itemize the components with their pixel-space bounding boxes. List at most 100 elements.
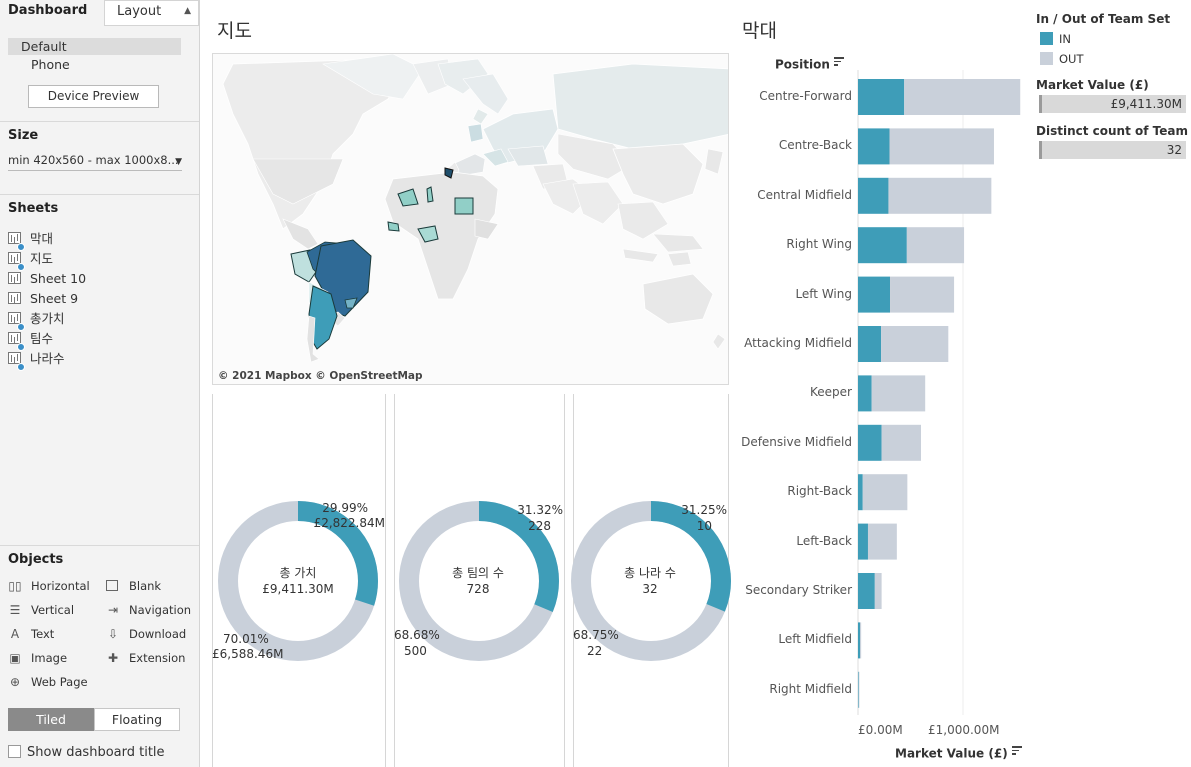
donut-out-pct: 70.01% [223,632,269,646]
sort-icon[interactable] [833,57,844,68]
device-item-default[interactable]: Default [8,38,181,55]
bar-out[interactable] [867,523,897,560]
divider [0,545,199,546]
legend-label-out: OUT [1059,52,1084,66]
donut-center-value: 728 [466,582,490,596]
bar-in[interactable] [858,227,907,264]
category-label[interactable]: Secondary Striker [745,583,852,597]
bar-in[interactable] [858,671,859,708]
donut-in-pct: 31.25% [681,503,727,517]
category-label[interactable]: Attacking Midfield [744,336,852,350]
tiled-button[interactable]: Tiled [8,708,94,731]
navigation-icon: ⇥ [107,603,119,617]
chevron-down-icon: ▼ [175,157,182,167]
object-download[interactable]: ⇩ Download [106,625,186,643]
blank-icon [106,580,118,591]
sheet-item[interactable]: 막대 [8,230,53,251]
sheet-label: 나라수 [30,351,65,366]
bar-out[interactable] [858,671,860,708]
object-navigation[interactable]: ⇥ Navigation [106,601,191,619]
bar-in[interactable] [858,276,891,313]
object-text[interactable]: A Text [8,625,54,643]
bar-in[interactable] [858,573,875,609]
sheet-item[interactable]: Sheet 10 [8,270,86,288]
map-attribution: © 2021 Mapbox © OpenStreetMap [218,370,423,382]
legend-item-out[interactable]: OUT [1040,52,1084,66]
show-dashboard-title-checkbox[interactable]: Show dashboard title [8,744,165,762]
donut-center-value: £9,411.30M [262,582,334,596]
bar-in[interactable] [858,326,882,362]
donut-panel-team-count [394,394,565,767]
horizontal-icon: ▯▯ [8,579,22,593]
bar-out[interactable] [881,326,949,362]
map-title: 지도 [217,20,252,42]
bar-in[interactable] [858,424,882,461]
object-web-page[interactable]: ⊕ Web Page [8,673,88,691]
bar-out[interactable] [890,276,955,313]
bar-in[interactable] [858,523,868,560]
object-extension[interactable]: ✚ Extension [106,649,186,667]
sheet-icon [8,332,25,351]
legend-item-in[interactable]: IN [1040,32,1071,46]
tab-dashboard[interactable]: Dashboard [0,0,104,26]
category-label[interactable]: Centre-Back [778,138,852,153]
bar-out[interactable] [862,474,908,511]
bar-in[interactable] [858,128,890,165]
position-header-label: Position [775,57,830,72]
sheet-item[interactable]: Sheet 9 [8,290,78,308]
bar-out[interactable] [860,622,862,659]
position-header[interactable]: Position [775,57,844,72]
bar-in[interactable] [858,474,863,511]
object-label: Horizontal [31,579,90,593]
category-label[interactable]: Central Midfield [757,187,852,202]
world-map[interactable] [212,53,729,385]
category-label[interactable]: Right-Back [787,484,852,499]
tab-layout[interactable]: Layout ▲ [104,0,199,26]
category-label[interactable]: Right Midfield [769,681,852,696]
sheet-icon [8,252,25,271]
bar-out[interactable] [881,424,921,461]
bar-out[interactable] [874,573,882,609]
sort-icon[interactable] [1011,746,1022,757]
x-tick-label: £0.00M [858,723,903,737]
x-axis-title[interactable]: Market Value (£) [895,746,1022,761]
bar-in[interactable] [858,375,872,412]
sheet-item[interactable]: 총가치 [8,310,65,331]
object-label: Blank [129,579,162,593]
check-badge-icon [17,363,25,371]
device-preview-button[interactable]: Device Preview [28,85,159,108]
category-label[interactable]: Centre-Forward [759,89,852,103]
bar-out[interactable] [904,79,1021,115]
bar-out[interactable] [888,177,992,214]
category-label[interactable]: Left-Back [796,533,852,548]
filter-team-count-slider[interactable]: 32 [1039,141,1186,159]
object-image[interactable]: ▣ Image [8,649,67,667]
object-blank[interactable]: Blank [106,577,161,595]
object-vertical[interactable]: ☰ Vertical [8,601,74,619]
bar-out[interactable] [871,375,926,412]
floating-button[interactable]: Floating [94,708,180,731]
checkbox-icon[interactable] [8,745,21,758]
sheet-label: 총가치 [30,311,65,326]
filter-market-value-slider[interactable]: £9,411.30M [1039,95,1186,113]
device-item-phone[interactable]: Phone [31,57,70,72]
category-label[interactable]: Keeper [810,385,852,400]
bar-out[interactable] [889,128,994,165]
size-dropdown[interactable]: min 420x560 - max 1000x8... ▼ [8,152,182,171]
bar-in[interactable] [858,177,889,214]
category-label[interactable]: Left Wing [795,286,852,301]
category-label[interactable]: Right Wing [786,237,852,252]
sheet-item[interactable]: 지도 [8,250,53,271]
object-horizontal[interactable]: ▯▯ Horizontal [8,577,90,595]
bar-out[interactable] [906,227,965,264]
sheet-icon [8,292,21,304]
sheet-item[interactable]: 팀수 [8,330,53,351]
sheet-item[interactable]: 나라수 [8,350,65,371]
size-value: min 420x560 - max 1000x8... [8,153,179,167]
bar-in[interactable] [858,622,861,659]
text-icon: A [10,627,20,641]
category-label[interactable]: Left Midfield [778,632,852,647]
category-label[interactable]: Defensive Midfield [741,434,852,449]
bar-in[interactable] [858,79,905,115]
